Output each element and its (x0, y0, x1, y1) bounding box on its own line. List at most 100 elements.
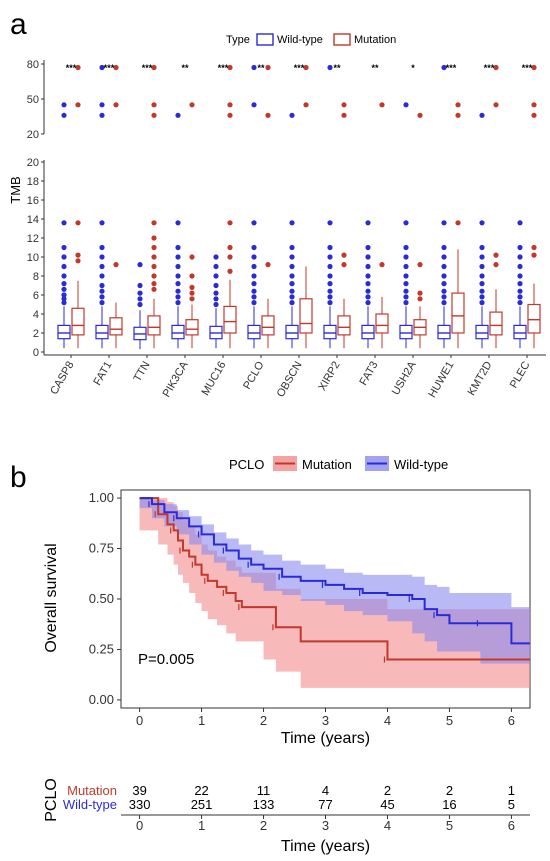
wild-outlier (441, 254, 447, 260)
wild-outlier (327, 254, 333, 260)
wild-outlier (403, 244, 409, 251)
wild-outlier (441, 263, 447, 270)
significance-label: *** (294, 63, 305, 73)
wild-outlier (213, 290, 219, 296)
wild-outlier (403, 254, 409, 260)
wild-outlier (137, 282, 143, 289)
significance-label: *** (446, 63, 457, 73)
wild-outlier (99, 254, 105, 260)
wild-box (323, 324, 337, 340)
wild-outlier (365, 244, 371, 251)
mutation-box (337, 315, 351, 336)
wild-outlier (61, 244, 67, 251)
mutation-outlier (303, 64, 309, 71)
x-tick-label: USH2A (390, 359, 419, 397)
mutation-outlier (113, 102, 119, 108)
wild-outlier (213, 254, 219, 260)
wild-box (437, 324, 451, 340)
wild-outlier (365, 254, 371, 260)
legend-label-mutation: Mutation (302, 457, 352, 472)
wild-outlier (327, 294, 333, 300)
mutation-outlier (227, 244, 233, 251)
x-tick-label: MUC16 (200, 360, 229, 398)
mutation-outlier (531, 112, 537, 118)
legend-label-wild: Wild-type (277, 34, 323, 46)
y-tick-label-upper: 50 (27, 94, 39, 106)
risk-row-label: Mutation (67, 783, 117, 798)
significance-label: *** (142, 63, 153, 73)
mutation-outlier (75, 258, 81, 264)
mutation-outlier (493, 64, 499, 71)
mutation-outlier (379, 102, 385, 108)
significance-label: *** (522, 63, 533, 73)
y-tick-label-lower: 8 (33, 271, 39, 283)
wild-outlier (61, 112, 67, 118)
wild-outlier (479, 254, 485, 260)
x-tick-label: PCLO (241, 359, 267, 391)
wild-outlier (61, 281, 67, 287)
wild-outlier (403, 281, 409, 287)
wild-outlier (479, 273, 485, 279)
wild-outlier (251, 64, 257, 71)
wild-outlier (251, 294, 257, 300)
mutation-outlier (189, 254, 195, 260)
mutation-box (299, 298, 313, 334)
mutation-outlier (455, 112, 461, 118)
panel-b-letter: b (10, 461, 27, 494)
wild-outlier (289, 281, 295, 287)
mutation-outlier (151, 263, 157, 270)
mutation-outlier (151, 112, 157, 118)
wild-outlier (403, 288, 409, 294)
y-tick-label-lower: 2 (33, 328, 39, 340)
wild-outlier (99, 288, 105, 294)
y-axis-title: Overall survival (43, 543, 60, 652)
mutation-box (147, 315, 161, 336)
x-tick-label: 4 (384, 713, 391, 728)
mutation-outlier (75, 64, 81, 71)
wild-outlier (213, 301, 219, 308)
wild-outlier (175, 281, 181, 287)
mutation-outlier (379, 262, 385, 268)
wild-outlier (61, 292, 67, 298)
wild-outlier (517, 300, 523, 306)
risk-x-tick-label: 3 (322, 818, 329, 833)
x-tick-label: 2 (260, 713, 267, 728)
wild-outlier (289, 220, 295, 226)
significance-label: *** (484, 63, 495, 73)
x-tick-label: 0 (136, 713, 143, 728)
mutation-outlier (455, 102, 461, 108)
x-tick-label: PIK3CA (161, 359, 191, 399)
mutation-outlier (531, 252, 537, 258)
risk-count: 133 (253, 797, 275, 812)
risk-count: 4 (322, 783, 329, 798)
wild-box (57, 324, 71, 340)
y-tick-label-lower: 18 (27, 176, 39, 188)
mutation-outlier (531, 64, 537, 71)
wild-outlier (99, 300, 105, 306)
wild-outlier (175, 244, 181, 251)
mutation-box (71, 307, 85, 336)
y-tick-label-lower: 12 (27, 233, 39, 245)
wild-outlier (99, 220, 105, 226)
x-tick-label: HUWE1 (426, 360, 456, 400)
wild-outlier (403, 294, 409, 300)
wild-box (95, 324, 109, 340)
wild-outlier (479, 112, 485, 118)
mutation-outlier (227, 112, 233, 118)
legend-swatch-mutation (333, 33, 351, 46)
y-tick-label-lower: 4 (33, 309, 39, 321)
x-tick-label: CASP8 (48, 360, 76, 397)
significance-label: * (411, 63, 415, 73)
mutation-outlier (151, 244, 157, 251)
wild-outlier (441, 294, 447, 300)
wild-outlier (251, 273, 257, 279)
wild-outlier (175, 254, 181, 260)
mutation-outlier (151, 235, 157, 241)
wild-outlier (61, 220, 67, 226)
mutation-outlier (151, 273, 157, 279)
wild-box (475, 324, 489, 340)
mutation-box (489, 311, 503, 336)
wild-outlier (327, 281, 333, 287)
wild-outlier (251, 102, 257, 108)
